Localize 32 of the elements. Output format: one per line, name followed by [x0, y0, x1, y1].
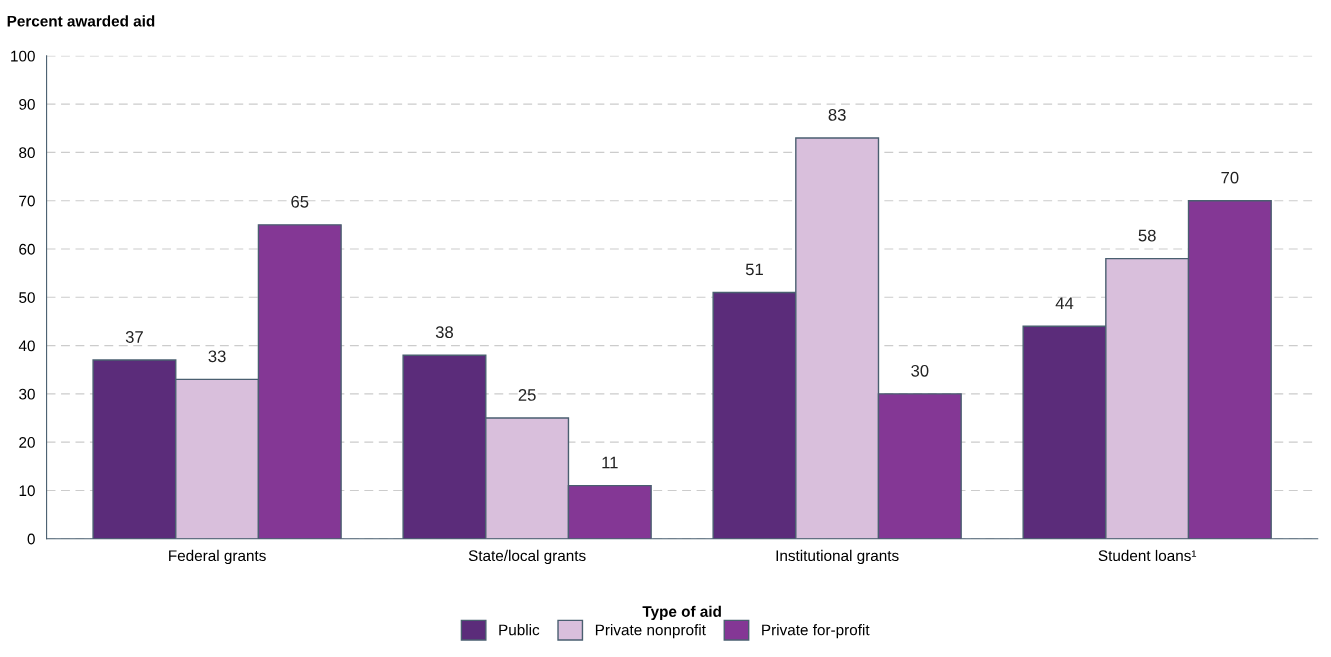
legend-label: Private nonprofit — [595, 624, 706, 639]
y-tick-label: 100 — [11, 50, 35, 62]
data-label: 11 — [602, 456, 618, 469]
data-label: 51 — [745, 263, 763, 276]
data-label: 25 — [518, 389, 536, 401]
legend-label: Public — [499, 624, 540, 636]
data-label: 58 — [1138, 229, 1156, 242]
y-tick-label: 80 — [19, 147, 35, 159]
y-axis-title: Percent awarded aid — [7, 15, 155, 27]
x-tick-label: Institutional grants — [776, 549, 899, 565]
y-tick-label: 0 — [27, 533, 35, 545]
y-tick-label: 50 — [19, 292, 35, 303]
y-tick-label: 40 — [18, 340, 35, 352]
x-tick-label: Federal grants — [169, 549, 266, 565]
y-tick-label: 30 — [19, 388, 35, 400]
data-label: 70 — [1221, 171, 1239, 184]
x-tick-label: Student loans¹ — [1098, 549, 1197, 562]
data-label: 33 — [208, 350, 226, 363]
legend-label: Private for-profit — [762, 624, 870, 639]
y-tick-label: 90 — [19, 99, 35, 110]
data-label: 83 — [828, 108, 846, 121]
data-label: 37 — [125, 331, 143, 343]
y-tick-label: 10 — [19, 485, 35, 497]
x-tick-label: State/local grants — [468, 549, 586, 565]
y-tick-label: 70 — [19, 195, 35, 207]
data-label: 30 — [911, 364, 929, 377]
y-tick-label: 60 — [19, 243, 35, 255]
data-label: 38 — [435, 326, 453, 339]
data-label: 65 — [291, 195, 309, 208]
x-axis-title: Type of aid — [642, 605, 721, 620]
data-label: 44 — [1055, 297, 1074, 309]
y-tick-label: 20 — [19, 437, 35, 448]
